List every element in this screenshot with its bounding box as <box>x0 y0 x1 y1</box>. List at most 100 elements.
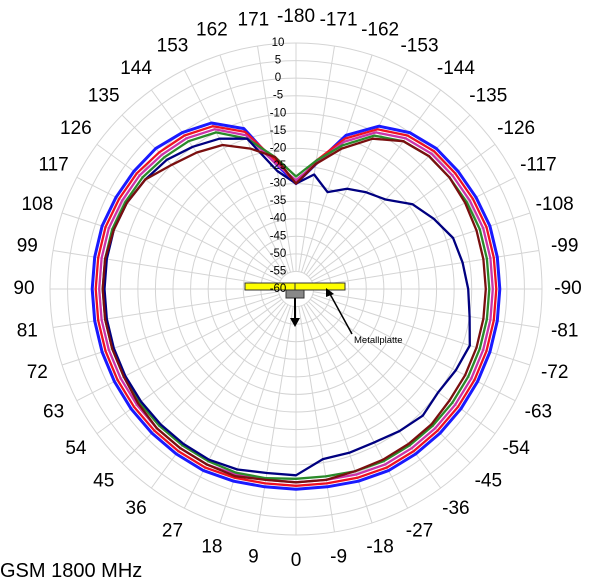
angle-tick-label: 18 <box>201 537 222 558</box>
angle-tick-label: 0 <box>291 550 302 571</box>
grid-spoke <box>308 114 471 277</box>
grid-spoke <box>151 302 287 489</box>
grid-spoke <box>219 54 292 273</box>
grid-spoke <box>121 114 284 277</box>
grid-spoke <box>151 89 287 276</box>
radial-tick-label: -5 <box>273 90 283 102</box>
angle-tick-label: -45 <box>475 470 502 491</box>
angle-tick-label: 117 <box>38 155 68 176</box>
grid-spoke <box>313 291 540 328</box>
grid-spoke <box>311 296 516 402</box>
grid-spoke <box>308 301 471 464</box>
grid-spoke <box>303 304 409 509</box>
series-line-3 <box>98 128 494 484</box>
radial-tick-label: 10 <box>272 37 285 49</box>
radial-tick-label: -30 <box>270 178 287 190</box>
radial-tick-label: -15 <box>270 125 287 137</box>
grid-spoke <box>96 298 283 434</box>
grid-spoke <box>219 305 292 524</box>
angle-tick-label: -108 <box>536 194 574 215</box>
radial-tick-label: -55 <box>270 265 287 277</box>
angle-tick-label: -162 <box>361 19 399 40</box>
grid-spoke <box>313 250 540 287</box>
radial-labels: 10 5 0 -5 -10 -15 -20 -25 -30 -35 -40 -45 -50 -55 -60 <box>270 37 287 295</box>
angle-tick-label: -171 <box>320 9 358 30</box>
angle-tick-label: -63 <box>525 402 552 423</box>
angle-tick-label: -18 <box>366 537 393 558</box>
radial-tick-label: -35 <box>270 195 287 207</box>
angle-tick-label: -117 <box>520 155 557 176</box>
annotation-arrowhead <box>326 288 334 297</box>
angle-tick-label: 153 <box>157 36 189 57</box>
angle-tick-label: -9 <box>330 547 347 568</box>
chart-caption: GSM 1800 MHz <box>0 560 143 582</box>
grid-spoke <box>311 176 516 282</box>
radial-tick-label: -25 <box>270 160 287 172</box>
radial-tick-label: -50 <box>270 248 287 260</box>
radial-tick-label: 0 <box>275 72 281 84</box>
angle-tick-label: 108 <box>21 194 53 215</box>
grid-spoke <box>300 305 373 524</box>
antenna-direction-arrowhead <box>290 318 300 327</box>
grid-spoke <box>298 45 335 272</box>
metal-plate-illustration: Metallplatte <box>244 282 403 346</box>
angle-tick-label: 72 <box>27 362 48 383</box>
annotation-arrow <box>329 293 353 335</box>
antenna-block <box>285 289 305 299</box>
grid-spoke <box>298 306 335 533</box>
grid-spoke <box>303 69 409 274</box>
angle-tick-label: 99 <box>17 235 38 256</box>
grid-spoke <box>309 144 496 280</box>
grid-spoke <box>257 306 294 533</box>
grid-spoke <box>312 293 531 366</box>
angle-tick-label: 45 <box>93 470 114 491</box>
angle-tick-label: 90 <box>13 278 34 299</box>
grid-spoke <box>96 144 283 280</box>
grid-spoke <box>76 176 281 282</box>
grid-spoke <box>183 304 289 509</box>
radial-tick-label: -10 <box>270 107 287 119</box>
angle-tick-label: -54 <box>502 438 530 459</box>
grid-spoke <box>76 296 281 402</box>
angle-tick-label: 162 <box>196 19 228 40</box>
angle-tick-label: -153 <box>400 36 438 57</box>
grid-spoke <box>183 69 289 274</box>
grid-spoke <box>52 291 279 328</box>
grid-spoke <box>305 89 441 276</box>
series-line-6 <box>101 137 487 484</box>
radial-tick-label: 5 <box>275 55 281 67</box>
grid-spoke <box>121 301 284 464</box>
angle-tick-label: 36 <box>126 498 147 519</box>
angle-tick-label: -99 <box>551 235 578 256</box>
radial-tick-label: -60 <box>270 283 287 295</box>
angle-tick-label: -36 <box>442 498 469 519</box>
angle-tick-label: -27 <box>406 520 433 541</box>
grid-spoke <box>61 212 280 285</box>
angle-tick-label: -144 <box>437 58 475 79</box>
grid-spoke <box>309 298 496 434</box>
angle-tick-label: 27 <box>162 520 183 541</box>
angle-tick-label: -126 <box>497 118 535 139</box>
grid-spoke <box>61 293 280 366</box>
grid-spoke <box>312 212 531 285</box>
angle-tick-label: 54 <box>65 438 87 459</box>
angle-tick-label: 81 <box>17 321 38 342</box>
angle-tick-label: -72 <box>541 362 568 383</box>
grid-spoke <box>300 54 373 273</box>
angle-tick-label: 171 <box>238 9 270 30</box>
radial-tick-label: -40 <box>270 213 287 225</box>
angle-tick-label: -135 <box>469 86 507 107</box>
angle-tick-label: 135 <box>88 86 120 107</box>
series-group <box>90 121 502 491</box>
angle-tick-label: 9 <box>248 547 259 568</box>
angle-tick-label: -90 <box>554 278 581 299</box>
annotation-label: Metallplatte <box>354 335 403 346</box>
angle-tick-label: -180 <box>277 6 315 27</box>
angle-tick-label: 144 <box>120 58 152 79</box>
angle-tick-label: 126 <box>60 118 92 139</box>
angle-tick-label: -81 <box>551 321 578 342</box>
radial-tick-label: -20 <box>270 142 287 154</box>
radial-tick-label: -45 <box>270 230 287 242</box>
